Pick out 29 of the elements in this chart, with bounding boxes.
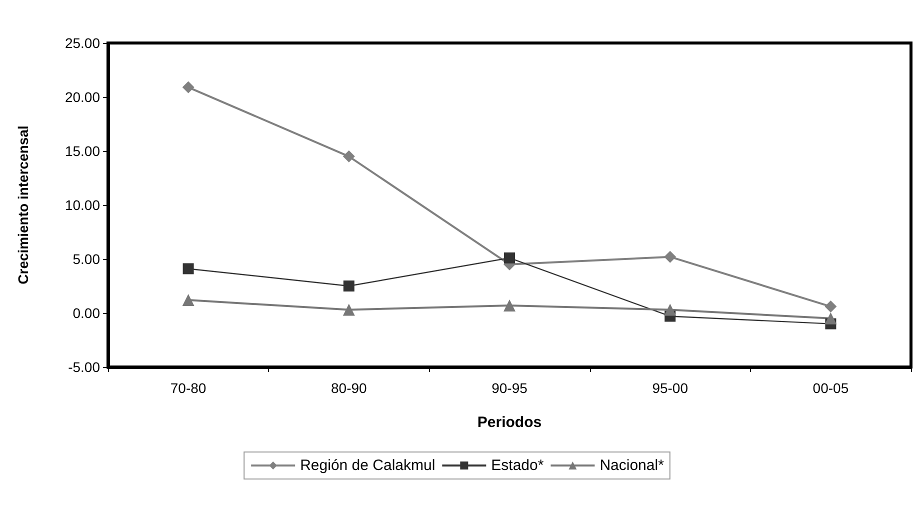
y-axis-title: Crecimiento intercensal <box>15 126 31 284</box>
point <box>182 263 194 274</box>
point <box>342 150 355 162</box>
point <box>182 81 194 94</box>
x-tick-label: 80-90 <box>330 380 368 396</box>
y-tick-label: 10.00 <box>64 197 100 213</box>
x-tick-label: 95-00 <box>652 380 688 396</box>
y-tick-label: 20.00 <box>64 89 100 105</box>
point <box>824 300 837 313</box>
point <box>664 304 676 316</box>
y-tick-label: 25.00 <box>64 35 100 51</box>
point <box>504 299 516 312</box>
x-tick-label: 00-05 <box>812 380 849 396</box>
x-axis-title: Periodos <box>477 414 542 431</box>
legend-label: Estado* <box>491 457 544 474</box>
legend-label: Región de Calakmul <box>300 457 436 474</box>
x-tick-label: 90-95 <box>492 380 528 396</box>
point <box>342 304 355 316</box>
y-tick-label: 0.00 <box>72 305 100 321</box>
point <box>343 280 354 292</box>
point <box>182 294 194 306</box>
y-tick-label: -5.00 <box>68 359 100 375</box>
y-tick-label: 15.00 <box>64 143 100 159</box>
point <box>824 312 837 324</box>
point <box>664 250 676 263</box>
x-tick-label: 70-80 <box>170 380 206 396</box>
y-tick-label: 5.00 <box>72 251 100 267</box>
legend-label: Nacional* <box>600 457 664 474</box>
point <box>504 252 515 264</box>
